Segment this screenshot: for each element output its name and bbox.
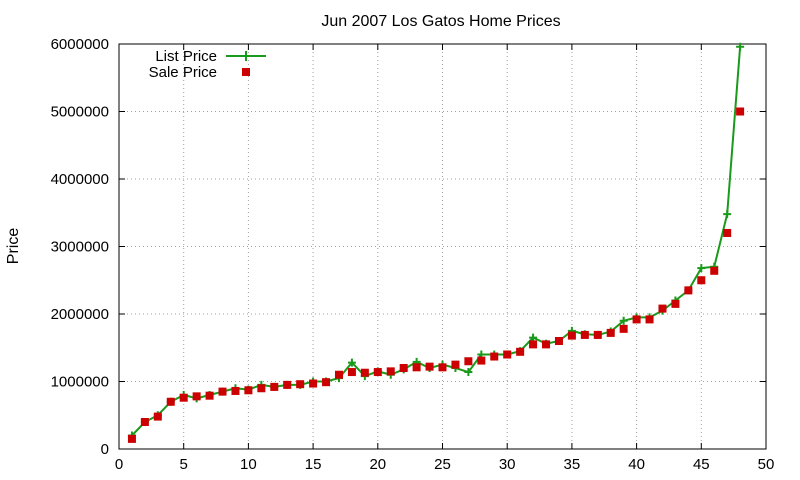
data-point-sale-price [153,412,162,421]
data-point-sale-price [231,386,240,395]
data-point-sale-price [632,315,641,324]
data-point-sale-price [386,367,395,376]
legend-marker-sale-price [242,68,250,76]
data-point-list-price [464,368,473,377]
y-tick-label: 0 [101,441,109,458]
data-point-sale-price [360,368,369,377]
series [127,42,745,443]
y-tick-label: 1000000 [51,374,109,391]
data-point-sale-price [244,386,253,395]
grid [119,44,766,449]
data-point-sale-price [580,330,589,339]
x-tick-label: 0 [115,456,123,473]
data-point-list-price [736,42,745,51]
y-tick-label: 5000000 [51,104,109,121]
legend-marker-list-price [241,51,251,61]
x-tick-label: 5 [180,456,188,473]
data-point-sale-price [334,370,343,379]
data-point-sale-price [554,337,563,345]
y-tick-label: 4000000 [51,171,109,188]
data-point-sale-price [723,229,732,237]
data-point-sale-price [477,356,486,365]
data-point-list-price [723,210,732,219]
data-point-sale-price [697,276,706,285]
data-point-sale-price [567,331,576,340]
data-point-sale-price [606,328,615,337]
data-point-sale-price [503,350,512,359]
data-point-sale-price [296,380,305,389]
x-tick-label: 15 [305,456,322,473]
x-tick-label: 50 [758,456,775,473]
data-point-sale-price [516,347,525,356]
y-tick-label: 2000000 [51,306,109,323]
data-point-sale-price [322,378,331,387]
x-tick-label: 40 [628,456,645,473]
plot-frame [118,43,767,450]
data-point-sale-price [464,357,473,366]
x-tick-label: 30 [499,456,516,473]
data-point-sale-price [451,360,460,369]
y-axis-label: Price [5,228,22,265]
series-line-list-price [131,46,742,437]
data-point-sale-price [438,363,447,372]
data-point-sale-price [270,382,279,391]
data-point-sale-price [166,397,175,406]
data-point-sale-price [179,393,188,402]
data-point-list-price [619,316,628,325]
data-point-sale-price [309,379,318,388]
data-point-sale-price [671,299,680,308]
data-point-sale-price [140,418,149,426]
data-point-sale-price [645,315,654,324]
data-point-sale-price [658,304,667,313]
legend-label-sale-price: Sale Price [149,64,217,81]
axis-ticks: 0 5 10 15 20 25 30 35 40 45 50 0 1000000 2000000 30000… [51,36,775,473]
data-point-sale-price [205,391,214,400]
x-tick-label: 45 [693,456,710,473]
data-point-sale-price [347,368,356,377]
data-point-sale-price [373,368,382,377]
data-point-sale-price [593,330,602,339]
data-point-sale-price [425,362,434,371]
data-point-sale-price [218,387,227,396]
data-point-sale-price [192,392,201,401]
data-point-sale-price [529,340,538,349]
x-tick-label: 20 [369,456,386,473]
x-tick-label: 35 [564,456,581,473]
data-point-sale-price [257,384,266,393]
data-point-sale-price [283,380,292,389]
data-point-sale-price [710,266,719,275]
data-point-list-price [697,264,706,273]
y-tick-label: 3000000 [51,239,109,256]
data-point-list-price [529,333,538,342]
chart-title: Jun 2007 Los Gatos Home Prices [321,13,560,30]
data-point-sale-price [490,352,499,361]
x-tick-label: 25 [434,456,451,473]
y-tick-label: 6000000 [51,36,109,53]
x-tick-label: 10 [240,456,257,473]
data-point-sale-price [542,340,551,349]
data-point-sale-price [619,324,628,333]
legend-label-list-price: List Price [155,48,217,65]
data-point-sale-price [412,363,421,372]
legend: List Price Sale Price [149,48,266,81]
data-point-sale-price [736,107,745,116]
data-point-sale-price [684,286,693,295]
data-point-sale-price [399,364,408,372]
data-point-sale-price [127,434,136,443]
data-point-list-price [347,358,356,367]
